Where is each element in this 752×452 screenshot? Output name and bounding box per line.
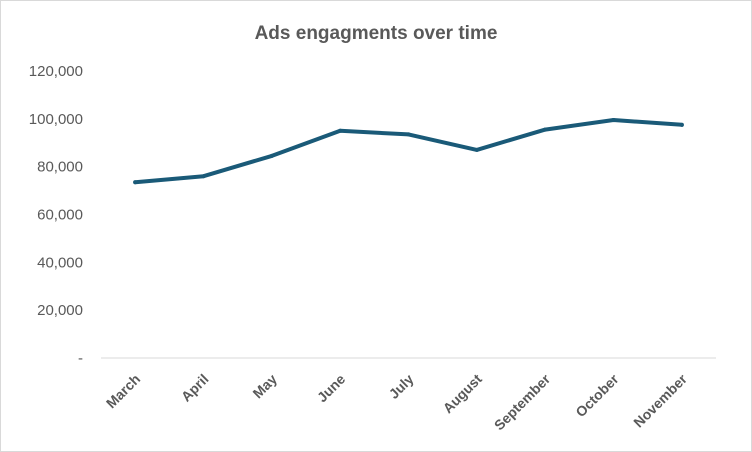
data-point	[611, 118, 616, 123]
data-point	[338, 128, 343, 133]
y-tick-label: 120,000	[29, 63, 83, 80]
series-group	[133, 118, 684, 185]
x-tick-label: November	[630, 370, 690, 430]
y-tick-label: 80,000	[37, 159, 83, 176]
data-point	[474, 147, 479, 152]
y-tick-label: -	[78, 350, 83, 367]
x-tick-label: July	[385, 371, 416, 402]
x-tick-label: June	[314, 371, 349, 406]
data-point	[679, 122, 684, 127]
data-point	[201, 174, 206, 179]
data-point	[269, 153, 274, 158]
x-axis-tick-labels: March April May June July August September Octo…	[103, 370, 691, 433]
y-tick-label: 20,000	[37, 302, 83, 319]
y-tick-label: 40,000	[37, 254, 83, 271]
x-tick-label: August	[440, 371, 486, 417]
y-axis-tick-labels: - 20,000 40,000 60,000 80,000 100,000 120,000	[29, 63, 83, 367]
y-tick-label: 60,000	[37, 207, 83, 224]
x-tick-label: October	[572, 370, 622, 420]
x-tick-label: April	[178, 371, 212, 405]
series-line	[133, 118, 684, 185]
x-tick-label: September	[491, 370, 554, 433]
data-point	[133, 180, 138, 185]
chart-title: Ads engagments over time	[255, 23, 498, 44]
x-tick-label: May	[249, 371, 280, 402]
data-point	[406, 132, 411, 137]
y-tick-label: 100,000	[29, 111, 83, 128]
data-point	[543, 127, 548, 132]
x-tick-label: March	[103, 371, 143, 411]
